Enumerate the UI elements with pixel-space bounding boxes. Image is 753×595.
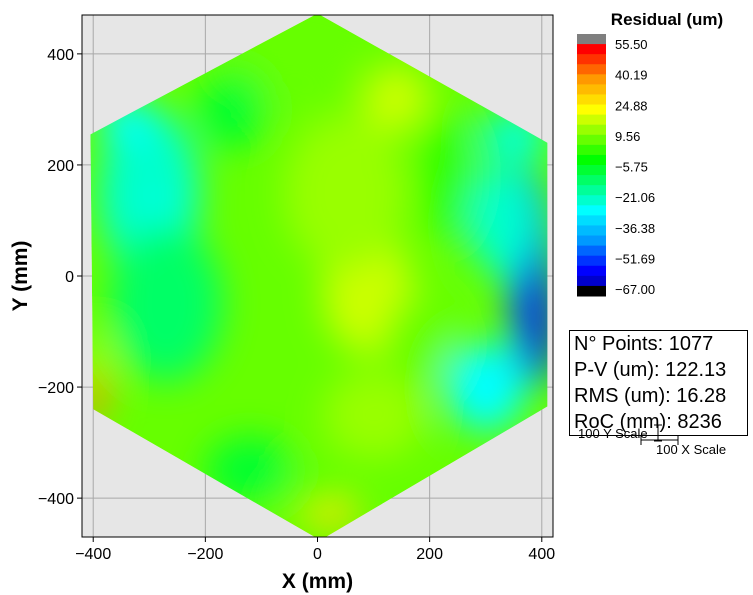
colorbar-swatch [577, 265, 606, 277]
colorbar-swatch [577, 74, 606, 85]
colorbar-tick-label: 40.19 [615, 68, 648, 83]
stat-rms: RMS (um): 16.28 [574, 385, 727, 407]
stat-points: N° Points: 1077 [574, 333, 714, 355]
scale-y-text: 100 Y Scale [578, 426, 648, 441]
x-axis-title: X (mm) [282, 570, 353, 593]
residual-feature [531, 304, 548, 325]
residual-surface [90, 15, 548, 537]
colorbar-swatch [577, 54, 606, 65]
residual-contour-patch [199, 70, 268, 149]
colorbar-swatch [577, 144, 606, 156]
colorbar-swatch [577, 205, 606, 216]
colorbar-tick-label: −36.38 [615, 221, 655, 236]
colorbar-swatch [577, 134, 606, 146]
residual-contour-patch [384, 298, 453, 388]
colorbar-swatch [577, 114, 606, 126]
colorbar-swatch [577, 34, 606, 45]
x-tick-label: −400 [75, 546, 111, 563]
residual-contour-patch [283, 114, 408, 271]
colorbar-swatch [577, 84, 606, 95]
colorbar [577, 34, 606, 297]
x-tick-label: −200 [187, 546, 223, 563]
residual-contour-patch [418, 109, 475, 243]
colorbar-swatch [577, 235, 606, 247]
colorbar-swatch [577, 124, 606, 136]
y-tick-label: −200 [38, 380, 74, 397]
colorbar-swatch [577, 64, 606, 75]
colorbar-swatch [577, 285, 606, 297]
colorbar-swatch [577, 175, 606, 186]
x-tick-label: 200 [416, 546, 443, 563]
colorbar-swatch [577, 154, 606, 166]
colorbar-swatch [577, 185, 606, 196]
colorbar-swatch [577, 195, 606, 206]
scale-x-text: 100 X Scale [656, 442, 727, 457]
colorbar-swatch [577, 44, 606, 55]
colorbar-tick-label: 9.56 [615, 129, 640, 144]
colorbar-swatch [577, 215, 606, 226]
residual-contour-patch [90, 331, 113, 388]
residual-contour-patch [323, 370, 425, 460]
y-axis-title: Y (mm) [9, 241, 32, 312]
residual-feature [520, 271, 541, 292]
colorbar-swatch [577, 225, 606, 237]
y-tick-label: 0 [65, 269, 74, 286]
stat-roc: RoC (mm): 8236 [574, 411, 722, 433]
residual-feature [352, 282, 373, 303]
colorbar-tick-label: 24.88 [615, 98, 648, 113]
residual-contour-patch [446, 342, 525, 432]
y-axis-ticks: −400 −200 0 200 400 [38, 47, 82, 508]
colorbar-swatch [577, 94, 606, 106]
stats-box: N° Points: 1077 P-V (um): 122.13 RMS (um… [569, 330, 748, 436]
y-tick-label: 200 [47, 158, 74, 175]
colorbar-title: Residual (um) [611, 10, 723, 29]
colorbar-tick-label: −67.00 [615, 282, 655, 297]
scale-y-bar-icon [654, 424, 663, 442]
x-axis-ticks: −400 −200 0 200 400 [75, 537, 555, 563]
residual-contour-patch [468, 164, 537, 276]
colorbar-swatch [577, 275, 606, 287]
residual-feature [90, 377, 104, 398]
x-tick-label: 0 [313, 546, 322, 563]
residual-feature [307, 221, 328, 242]
y-tick-label: 400 [47, 47, 74, 64]
scale-x-bar-icon [640, 435, 679, 445]
residual-feature [318, 504, 339, 525]
residual-contour-patch [110, 226, 223, 382]
colorbar-tick-label: −51.69 [615, 251, 655, 266]
colorbar-tick-label: −21.06 [615, 190, 655, 205]
y-tick-label: −400 [38, 491, 74, 508]
colorbar-tick-label: −5.75 [615, 160, 648, 175]
stat-pv: P-V (um): 122.13 [574, 359, 727, 381]
colorbar-swatch [577, 255, 606, 267]
colorbar-swatch [577, 165, 606, 176]
colorbar-tick-label: 55.50 [615, 37, 648, 52]
x-tick-label: 400 [528, 546, 555, 563]
scale-x-label: 100 X Scale [656, 442, 726, 457]
residual-feature [150, 199, 171, 220]
residual-feature [391, 88, 412, 109]
colorbar-swatch [577, 245, 606, 257]
colorbar-swatch [577, 104, 606, 116]
colorbar-labels: 55.50 40.19 24.88 9.56 −5.75 −21.06 −36.38 −51.… [615, 37, 655, 297]
scale-y-label: 100 Y Scale [578, 424, 665, 442]
